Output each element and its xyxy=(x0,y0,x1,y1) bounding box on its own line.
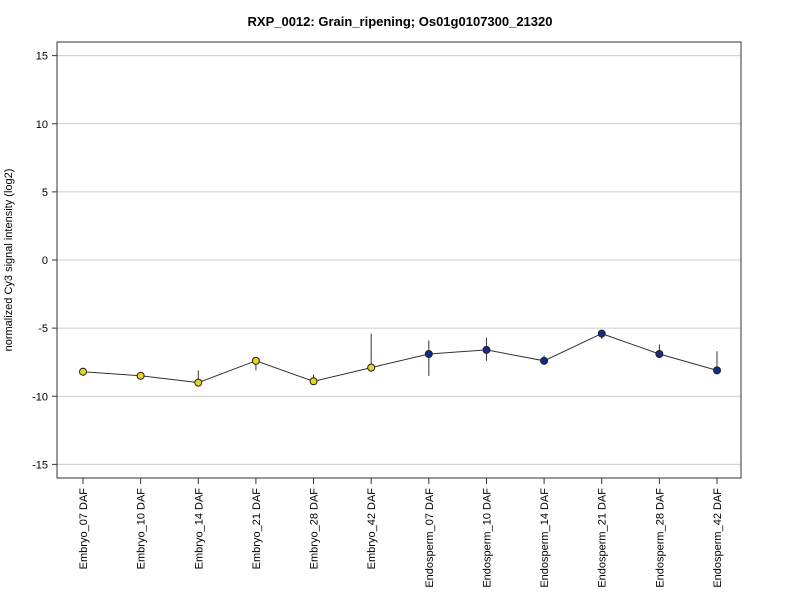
x-tick-label: Endosperm_07 DAF xyxy=(424,488,436,588)
x-tick-label: Embryo_42 DAF xyxy=(366,488,378,570)
x-tick-label: Endosperm_14 DAF xyxy=(539,488,551,588)
y-tick-label: 10 xyxy=(36,119,48,131)
y-tick-label: 15 xyxy=(36,51,48,63)
data-points xyxy=(79,329,721,387)
x-tick-label: Embryo_14 DAF xyxy=(193,488,205,570)
y-axis-label: normalized Cy3 signal intensity (log2) xyxy=(3,169,15,352)
x-tick-label: Endosperm_21 DAF xyxy=(597,488,609,588)
y-axis: 15 10 5 0 -5 -10 -15 xyxy=(32,51,57,471)
x-tick-label: Embryo_07 DAF xyxy=(78,488,90,570)
data-point xyxy=(424,350,433,359)
data-point xyxy=(194,378,203,387)
gridlines xyxy=(57,55,741,465)
data-point xyxy=(251,356,260,365)
data-point xyxy=(136,371,145,380)
data-point xyxy=(79,367,87,376)
chart-title: RXP_0012: Grain_ripening; Os01g0107300_2… xyxy=(248,14,553,29)
x-tick-label: Endosperm_42 DAF xyxy=(712,488,724,588)
y-tick-label: 5 xyxy=(42,187,48,199)
data-point xyxy=(482,345,491,354)
data-point xyxy=(597,329,606,338)
x-axis: Embryo_07 DAF Embryo_10 DAF Embryo_14 DAF E… xyxy=(78,478,724,588)
x-tick-label: Embryo_28 DAF xyxy=(309,488,321,570)
x-tick-label: Embryo_21 DAF xyxy=(251,488,263,570)
x-tick-label: Endosperm_28 DAF xyxy=(654,488,666,588)
y-tick-label: 0 xyxy=(42,255,48,267)
data-point xyxy=(540,356,549,365)
data-point xyxy=(367,363,376,372)
x-tick-label: Embryo_10 DAF xyxy=(136,488,148,570)
data-point xyxy=(713,366,721,375)
y-tick-label: -15 xyxy=(32,459,48,471)
plot-frame xyxy=(56,41,742,479)
x-tick-label: Endosperm_10 DAF xyxy=(481,488,493,588)
y-tick-label: -5 xyxy=(38,323,48,335)
error-bars xyxy=(82,329,718,384)
series-line xyxy=(82,333,718,384)
y-tick-label: -10 xyxy=(32,391,48,403)
data-point xyxy=(655,350,664,359)
data-point xyxy=(309,377,318,386)
